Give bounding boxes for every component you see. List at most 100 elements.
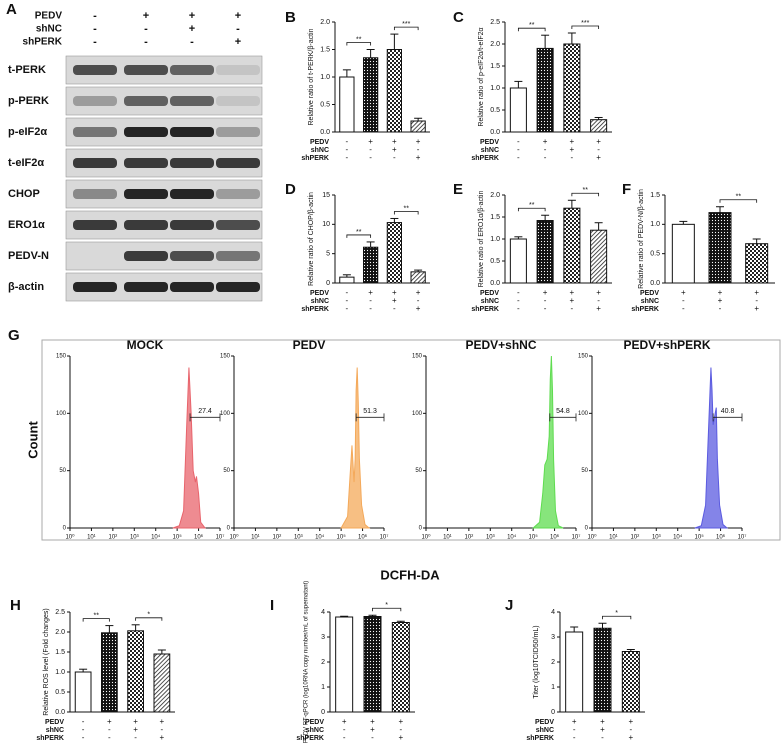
y-tick-label: 0.0 <box>650 280 660 287</box>
condition-sign: - <box>682 296 685 305</box>
condition-sign: + <box>754 288 759 297</box>
y-tick-label: 1.5 <box>55 649 65 656</box>
blot-band <box>124 189 168 199</box>
condition-label: shNC <box>46 727 64 734</box>
condition-sign: - <box>346 296 349 305</box>
condition-label: shNC <box>311 147 329 154</box>
x-tick-label: 10⁵ <box>529 534 539 541</box>
significance-label: ** <box>583 187 589 194</box>
condition-label: shPERK <box>526 735 554 742</box>
condition-sign: - <box>369 145 372 154</box>
condition-label: shNC <box>481 298 499 305</box>
significance-label: * <box>615 610 618 617</box>
y-axis-label: Relative ratio of p-eIF2α/t-eIF2α <box>478 27 485 126</box>
condition-sign: + <box>600 717 605 726</box>
y-tick-label: 2.0 <box>55 629 65 636</box>
condition-sign: + <box>416 288 421 297</box>
condition-sign: - <box>517 153 520 162</box>
significance-label: *** <box>402 21 410 28</box>
y-tick-label: 1.0 <box>650 221 660 228</box>
gate-value: 51.3 <box>363 408 377 415</box>
x-tick-label: 10² <box>631 535 640 541</box>
y-tick-label: 2 <box>321 659 325 666</box>
blot-band <box>216 65 260 75</box>
significance-bracket <box>517 207 546 212</box>
y-tick-label: 2.0 <box>490 192 500 199</box>
blot-band <box>216 189 260 199</box>
condition-sign: - <box>399 725 402 734</box>
y-tick-label: 50 <box>223 468 230 474</box>
panel-letter: G <box>8 327 20 344</box>
subplot-title: PEDV+shPERK <box>623 338 710 352</box>
significance-bracket <box>393 26 419 31</box>
condition-label: PEDV <box>305 719 324 726</box>
significance-bracket <box>602 615 632 620</box>
condition-sign: - <box>346 145 349 154</box>
y-axis-label: Relative ROS level (Fold changes) <box>43 608 50 715</box>
y-tick-label: 2 <box>551 659 555 666</box>
panel-letter: B <box>285 9 296 26</box>
condition-label: shNC <box>481 147 499 154</box>
condition-sign: - <box>93 23 97 35</box>
significance-bracket <box>719 199 758 203</box>
condition-sign: - <box>517 288 520 297</box>
condition-sign: + <box>681 288 686 297</box>
x-tick-label: 10⁷ <box>738 534 747 541</box>
blot-band <box>216 251 260 261</box>
y-tick-label: 150 <box>220 354 231 360</box>
condition-sign: + <box>107 717 112 726</box>
x-tick-label: 10¹ <box>87 535 96 541</box>
condition-label: PEDV <box>480 139 499 146</box>
bar <box>101 632 118 713</box>
condition-label: shPERK <box>471 155 499 162</box>
x-tick-label: 10⁶ <box>716 534 726 541</box>
condition-sign: - <box>82 717 85 726</box>
y-tick-label: 0 <box>326 280 330 287</box>
bar <box>621 651 640 713</box>
condition-sign: - <box>393 153 396 162</box>
condition-sign: + <box>718 296 723 305</box>
condition-sign: - <box>343 725 346 734</box>
condition-sign: + <box>189 10 195 22</box>
y-tick-label: 1.0 <box>55 669 65 676</box>
condition-sign: - <box>517 137 520 146</box>
condition-sign: + <box>570 137 575 146</box>
condition-sign: + <box>596 304 601 313</box>
condition-sign: - <box>601 733 604 742</box>
panel-letter: D <box>285 181 296 198</box>
condition-label: PEDV <box>35 11 63 22</box>
blot-band <box>216 127 260 137</box>
significance-bracket <box>346 42 372 46</box>
bar <box>74 671 92 713</box>
x-tick-label: 10⁶ <box>358 534 368 541</box>
condition-sign: + <box>392 288 397 297</box>
y-tick-label: 1 <box>551 684 555 691</box>
condition-sign: - <box>134 733 137 742</box>
gate-value: 27.4 <box>198 408 212 415</box>
condition-sign: + <box>133 725 138 734</box>
blot-band <box>170 251 214 261</box>
y-tick-label: 5 <box>326 251 330 258</box>
y-tick-label: 100 <box>578 411 589 417</box>
condition-sign: + <box>596 153 601 162</box>
condition-sign: - <box>369 304 372 313</box>
condition-sign: - <box>571 153 574 162</box>
condition-label: PEDV <box>310 290 329 297</box>
x-tick-label: 10⁷ <box>380 534 389 541</box>
condition-sign: + <box>235 10 241 22</box>
condition-sign: - <box>369 296 372 305</box>
condition-label: shNC <box>306 727 324 734</box>
significance-label: ** <box>404 205 410 212</box>
x-tick-label: 10³ <box>486 535 495 541</box>
x-tick-label: 10⁵ <box>173 534 183 541</box>
blot-band <box>170 158 214 168</box>
condition-label: shNC <box>641 298 659 305</box>
blot-band <box>124 251 168 261</box>
y-tick-label: 4 <box>551 609 555 616</box>
y-tick-label: 3 <box>321 634 325 641</box>
gate <box>355 413 385 422</box>
bar <box>363 616 382 713</box>
panel-letter: I <box>270 597 274 614</box>
y-axis-label: Titer (log10TCID50/mL) <box>533 625 540 698</box>
blot-band <box>170 282 214 292</box>
